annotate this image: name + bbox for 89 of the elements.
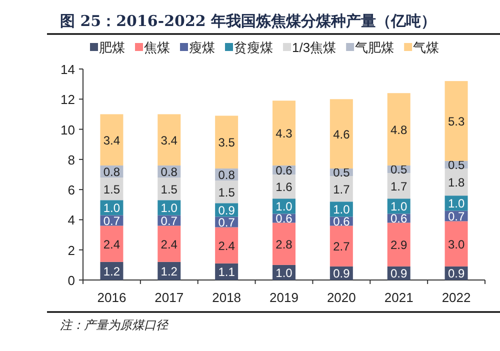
- bar: [272, 100, 296, 166]
- data-label: 0.5: [333, 166, 350, 180]
- data-label: 2.4: [160, 237, 178, 252]
- data-label: 1.2: [103, 264, 120, 278]
- legend-label: 贫瘦煤: [234, 40, 273, 55]
- data-label: 1.0: [160, 201, 178, 216]
- data-label: 3.5: [218, 136, 236, 150]
- bar: [215, 116, 238, 168]
- legend-label: 肥煤: [99, 40, 125, 55]
- data-label: 1.5: [218, 185, 236, 200]
- bar: [100, 114, 124, 166]
- data-label: 2.4: [103, 237, 120, 252]
- legend-label: 气煤: [413, 40, 440, 55]
- bar: [330, 176, 353, 202]
- bar: [387, 93, 410, 166]
- data-label: 4.3: [276, 126, 293, 141]
- data-label: 1.2: [160, 264, 178, 278]
- bar: [158, 114, 181, 166]
- legend-label: 焦煤: [144, 40, 170, 55]
- data-label: 3.4: [103, 133, 120, 148]
- data-label: 0.9: [218, 203, 236, 218]
- data-label: 1.5: [103, 182, 120, 196]
- legend-label: 1/3焦煤: [292, 40, 336, 55]
- data-label: 4.6: [333, 127, 350, 142]
- data-label: 0.9: [390, 266, 408, 281]
- data-label: 1.0: [390, 200, 408, 214]
- text: 注：产量为原煤口径: [60, 318, 169, 332]
- data-label: 1.1: [218, 265, 236, 280]
- data-label: 0.9: [333, 266, 350, 281]
- data-label: 0.6: [390, 212, 408, 226]
- data-label: 1.0: [448, 196, 465, 211]
- y-tick-label: 14: [60, 62, 75, 77]
- y-tick-label: 6: [68, 182, 75, 198]
- data-label: 0.8: [103, 164, 120, 179]
- data-label: 1.7: [390, 179, 408, 194]
- bar: [158, 226, 181, 262]
- y-tick-label: 12: [60, 92, 75, 108]
- data-label: 1.0: [276, 266, 293, 280]
- data-label: 0.7: [448, 209, 465, 224]
- x-tick-label: 2021: [384, 290, 414, 305]
- data-label: 0.7: [103, 214, 120, 228]
- x-tick-label: 2019: [270, 290, 298, 305]
- data-label: 0.7: [218, 215, 236, 230]
- bar: [330, 99, 353, 168]
- data-label: 0.9: [448, 266, 465, 281]
- y-tick-label: 0: [68, 273, 75, 288]
- x-tick-label: 2018: [212, 290, 242, 305]
- data-label: 0.6: [276, 163, 293, 178]
- data-label: 1.5: [160, 182, 178, 196]
- x-tick-label: 2016: [97, 290, 126, 305]
- x-tick-label: 2017: [154, 290, 184, 305]
- data-label: 1.0: [276, 200, 293, 214]
- data-label: 1.8: [448, 176, 465, 190]
- y-tick-label: 2: [68, 242, 75, 258]
- y-tick-label: 4: [68, 212, 75, 228]
- data-label: 3.0: [448, 237, 465, 252]
- data-label: 0.6: [333, 214, 350, 229]
- data-label: 2.7: [333, 240, 350, 254]
- bar: [272, 222, 296, 265]
- data-label: 0.5: [448, 158, 465, 172]
- data-label: 0.8: [218, 168, 236, 182]
- bar: [387, 222, 410, 266]
- bar: [387, 172, 410, 199]
- y-tick-label: 10: [60, 122, 75, 138]
- data-label: 0.5: [390, 162, 408, 177]
- bar: [330, 226, 353, 266]
- data-label: 4.8: [390, 122, 408, 137]
- data-label: 2.8: [276, 237, 293, 252]
- legend-label: 气肥煤: [355, 40, 394, 55]
- data-label: 1.0: [333, 202, 350, 217]
- data-label: 3.4: [160, 133, 178, 148]
- y-tick-label: 8: [68, 152, 75, 168]
- bar: [444, 81, 468, 161]
- data-label: 0.7: [160, 214, 178, 228]
- data-label: 2.9: [390, 238, 408, 252]
- data-label: 5.3: [448, 114, 465, 128]
- data-label: 2.4: [218, 238, 236, 253]
- data-label: 0.8: [160, 164, 178, 179]
- bar: [444, 221, 468, 266]
- x-tick-label: 2022: [442, 290, 471, 305]
- chart-title: 图 25：2016-2022 年我国炼焦煤分煤种产量（亿吨）: [60, 12, 436, 30]
- bar: [100, 226, 124, 262]
- data-label: 1.0: [103, 201, 120, 216]
- legend-label: 瘦煤: [189, 40, 215, 55]
- x-tick-label: 2020: [326, 290, 356, 305]
- data-label: 1.7: [333, 182, 350, 196]
- bar: [215, 227, 238, 264]
- data-label: 1.6: [276, 180, 293, 194]
- data-label: 0.6: [276, 212, 293, 226]
